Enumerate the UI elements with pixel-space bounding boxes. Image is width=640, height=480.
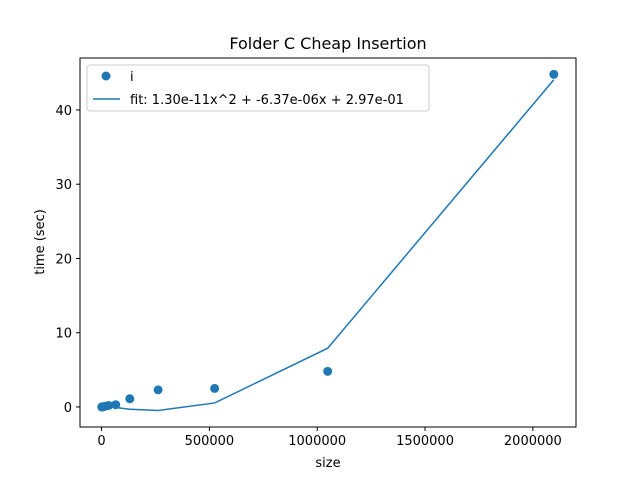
legend: i fit: 1.30e-11x^2 + -6.37e-06x + 2.97e-…: [86, 64, 430, 112]
y-axis: 0 10 20 30 40: [55, 104, 80, 416]
x-tick-label: 0: [97, 434, 105, 449]
x-tick-label: 2000000: [504, 434, 562, 449]
chart-title: Folder C Cheap Insertion: [229, 34, 426, 53]
y-tick-label: 40: [55, 104, 72, 119]
scatter-point: [111, 400, 121, 410]
legend-marker-scatter: [101, 71, 111, 81]
fit-line: [101, 79, 555, 412]
legend-box: [86, 64, 430, 112]
y-tick-label: 10: [55, 327, 72, 342]
scatter-point: [125, 394, 135, 404]
scatter-point: [549, 69, 559, 79]
scatter-point: [104, 400, 114, 410]
x-tick-label: 1500000: [396, 434, 454, 449]
scatter-point: [210, 383, 220, 393]
plot-frame: [79, 57, 577, 428]
scatter-point: [153, 385, 163, 395]
x-axis-label: size: [315, 456, 340, 471]
plot-area: [97, 69, 559, 412]
y-tick-label: 30: [55, 178, 72, 193]
y-tick-label: 20: [55, 252, 72, 267]
y-tick-label: 0: [64, 401, 72, 416]
legend-label-fit: fit: 1.30e-11x^2 + -6.37e-06x + 2.97e-01: [130, 93, 404, 108]
legend-label-scatter: i: [130, 70, 134, 85]
scatter-point: [323, 366, 333, 376]
x-tick-label: 1000000: [288, 434, 346, 449]
x-axis: 0 500000 1000000 1500000 2000000: [97, 427, 562, 449]
x-tick-label: 500000: [185, 434, 235, 449]
y-axis-label: time (sec): [33, 209, 48, 275]
